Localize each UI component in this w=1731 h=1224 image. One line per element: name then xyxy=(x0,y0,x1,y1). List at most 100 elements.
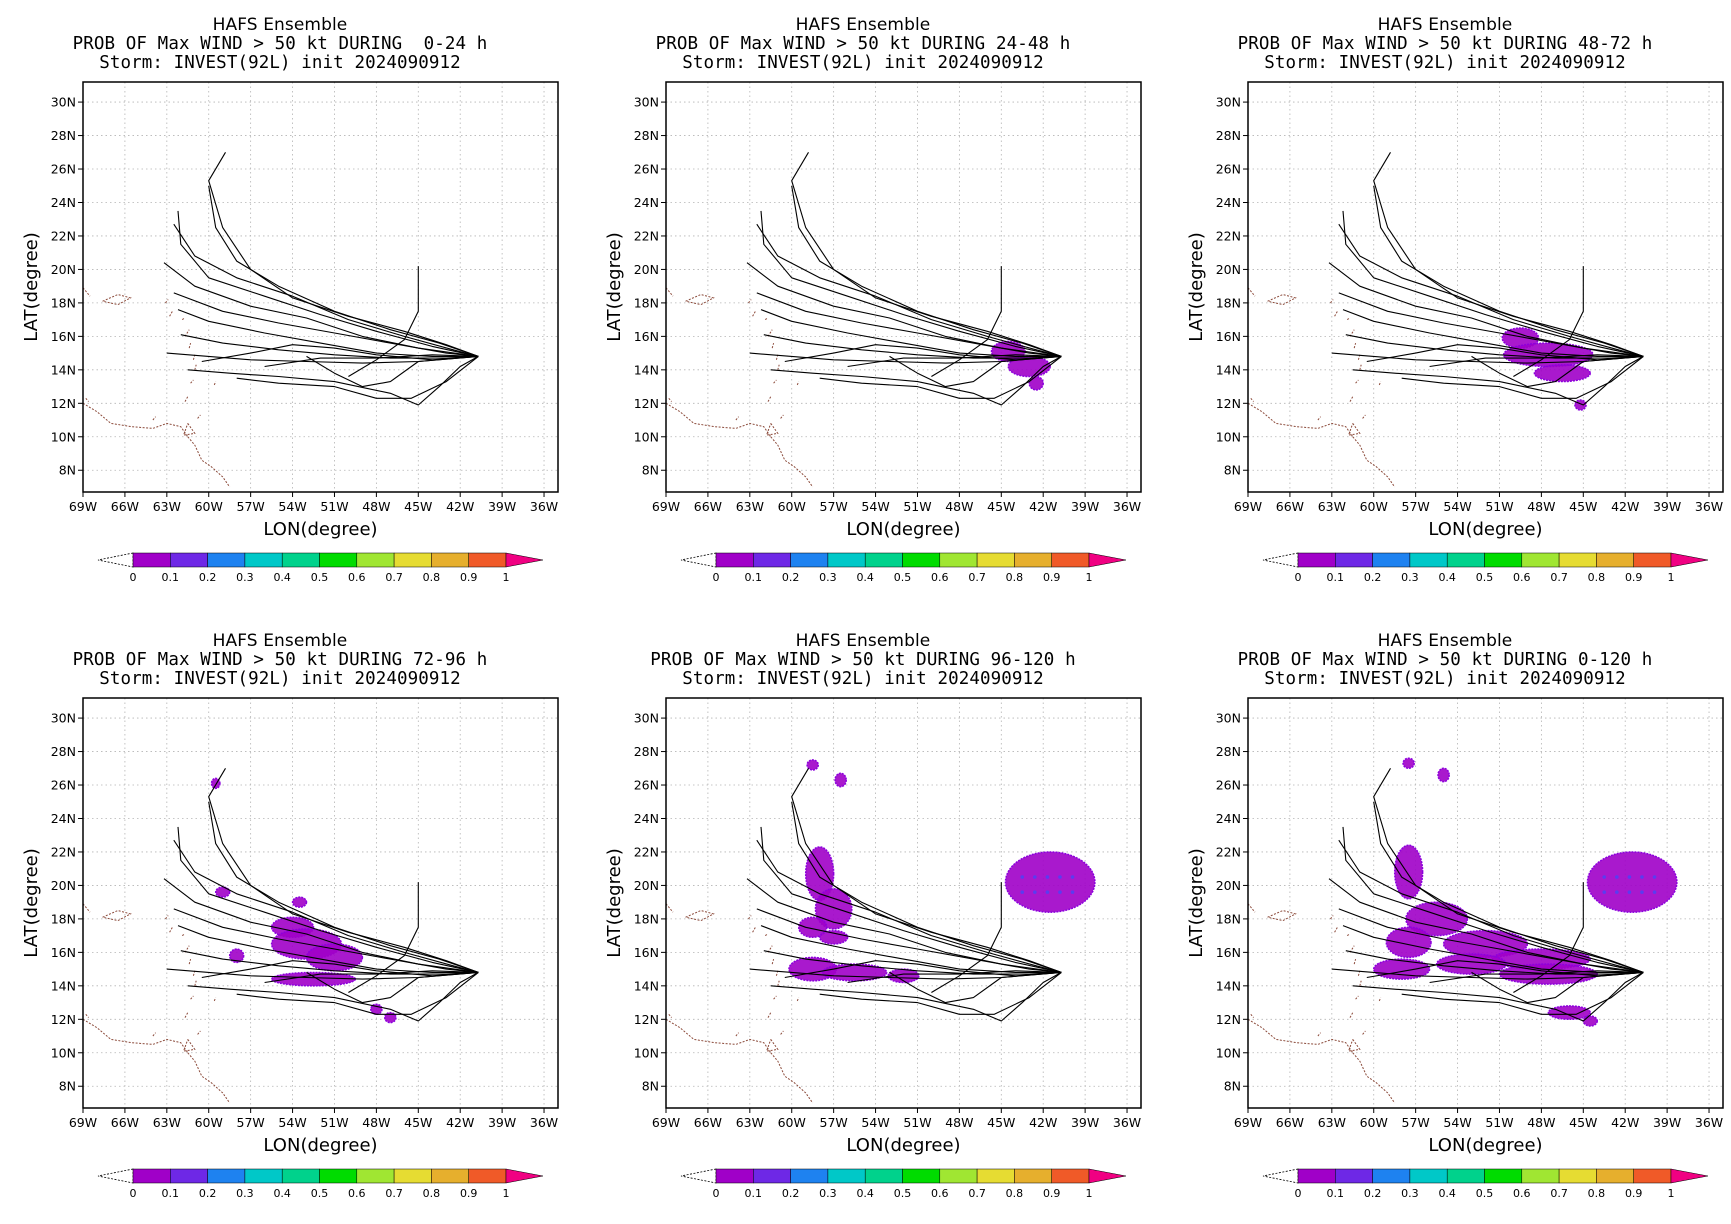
colorbar-box xyxy=(281,1168,320,1184)
colorbar-box xyxy=(132,1168,171,1184)
coastline xyxy=(1248,287,1256,297)
map-plot: 69W 66W 63W 60W 57W 54W 51W 48W 45W 42W 39W 36W8N10… xyxy=(1186,81,1724,584)
coastline xyxy=(213,381,217,386)
map-frame xyxy=(82,81,559,493)
panel-subtitle: PROB OF Max WIND > 50 kt DURING 96-120 h xyxy=(650,650,1076,670)
panel-title: HAFS Ensemble xyxy=(1377,15,1513,35)
coastline xyxy=(165,915,169,920)
probability-region xyxy=(1547,1005,1592,1021)
probability-region xyxy=(806,759,820,771)
lon-tick-label: 48W xyxy=(1527,499,1555,514)
colorbar-high-arrow xyxy=(1088,552,1127,568)
coastline xyxy=(1250,397,1254,402)
ensemble-track xyxy=(1352,355,1644,406)
colorbar-box xyxy=(715,1168,754,1184)
map-plot: 69W 66W 63W 60W 57W 54W 51W 48W 45W 42W 39W 36W8N10… xyxy=(1186,697,1724,1200)
colorbar-label: 0.3 xyxy=(819,1187,837,1200)
x-axis-label: LON(degree) xyxy=(846,519,960,540)
lat-tick-label: 8N xyxy=(642,463,659,478)
colorbar-box xyxy=(1297,1168,1336,1184)
lat-tick-label: 28N xyxy=(1216,128,1241,143)
ensemble-track xyxy=(208,768,479,973)
colorbar-label: 0.7 xyxy=(385,1187,403,1200)
lat-tick-label: 24N xyxy=(1216,195,1241,210)
probability-region xyxy=(804,846,835,902)
lat-tick-label: 18N xyxy=(1216,911,1241,926)
lon-tick-label: 48W xyxy=(945,499,973,514)
coastline xyxy=(83,903,91,913)
colorbar-label: 0.4 xyxy=(273,1187,291,1200)
coastline xyxy=(748,915,752,920)
colorbar-label: 0.4 xyxy=(856,1187,874,1200)
lon-tick-label: 69W xyxy=(69,499,97,514)
lon-tick-label: 39W xyxy=(1071,499,1099,514)
coastline xyxy=(1334,927,1338,933)
lon-tick-label: 54W xyxy=(861,499,889,514)
ensemble-track xyxy=(1338,908,1644,973)
ensemble-track xyxy=(1342,826,1644,973)
ensemble-track xyxy=(1345,334,1644,359)
lat-tick-label: 22N xyxy=(634,228,659,243)
colorbar-box xyxy=(864,552,903,568)
colorbar-box xyxy=(319,552,358,568)
colorbar-box xyxy=(1297,552,1336,568)
panel-subtitle: PROB OF Max WIND > 50 kt DURING 48-72 h xyxy=(1237,34,1653,54)
lon-tick-label: 45W xyxy=(987,1115,1015,1130)
colorbar-box xyxy=(1521,552,1560,568)
lat-tick-label: 8N xyxy=(1224,463,1241,478)
lat-tick-label: 30N xyxy=(1216,711,1241,726)
lat-tick-label: 10N xyxy=(634,429,659,444)
lat-tick-label: 20N xyxy=(51,878,76,893)
colorbar-label: 0.2 xyxy=(782,1187,800,1200)
colorbar-box xyxy=(207,1168,246,1184)
lon-tick-label: 42W xyxy=(446,1115,474,1130)
coastline xyxy=(85,1013,89,1018)
ensemble-track xyxy=(760,925,1062,973)
ensemble-track xyxy=(791,801,1062,973)
lat-tick-label: 14N xyxy=(634,978,659,993)
colorbar-label: 0.7 xyxy=(1550,1187,1568,1200)
lon-tick-label: 63W xyxy=(1318,499,1346,514)
colorbar-label: 0 xyxy=(1295,1187,1302,1200)
probability-speckle xyxy=(1033,890,1037,894)
colorbar-low-arrow xyxy=(680,1168,717,1184)
panel-title: HAFS Ensemble xyxy=(1377,631,1513,651)
ensemble-track xyxy=(756,908,1062,973)
coastline xyxy=(1362,414,1366,419)
colorbar: 0 0.1 0.2 0.3 0.4 0.5 0.6 0.7 0.8 0.9 1 xyxy=(1262,1168,1709,1200)
colorbar-label: 0.7 xyxy=(1550,571,1568,584)
colorbar-high-arrow xyxy=(1088,1168,1127,1184)
coastline xyxy=(197,414,201,419)
coastline xyxy=(666,1018,772,1054)
coastline xyxy=(152,416,156,421)
coastline xyxy=(85,397,89,402)
probability-speckle xyxy=(1627,875,1632,879)
ensemble-track xyxy=(180,334,479,359)
ensemble-track xyxy=(208,185,479,357)
panel-title: HAFS Ensemble xyxy=(795,15,931,35)
colorbar-label: 1 xyxy=(1086,571,1093,584)
probability-region xyxy=(1402,757,1415,770)
colorbar-label: 1 xyxy=(1086,1187,1093,1200)
lon-tick-label: 63W xyxy=(153,499,181,514)
lon-tick-label: 69W xyxy=(1234,1115,1262,1130)
colorbar-box xyxy=(1409,552,1448,568)
colorbar-label: 0.4 xyxy=(856,571,874,584)
panel-storm-label: Storm: INVEST(92L) init 2024090912 xyxy=(99,669,461,689)
colorbar-box xyxy=(393,552,432,568)
coastline xyxy=(194,364,197,370)
ensemble-track xyxy=(348,882,419,993)
coastline xyxy=(668,397,672,402)
lat-tick-label: 20N xyxy=(1216,878,1241,893)
coastline xyxy=(796,997,800,1002)
lon-tick-label: 60W xyxy=(195,1115,223,1130)
probability-speckle xyxy=(1058,890,1062,894)
ensemble-track xyxy=(770,355,1062,406)
probability-region xyxy=(818,929,849,945)
colorbar-box xyxy=(1014,1168,1052,1184)
ensemble-track xyxy=(770,971,1062,1022)
map-frame xyxy=(665,81,1142,493)
colorbar-label: 1 xyxy=(1668,571,1675,584)
colorbar-box xyxy=(1051,1168,1090,1184)
coastline xyxy=(188,342,192,349)
